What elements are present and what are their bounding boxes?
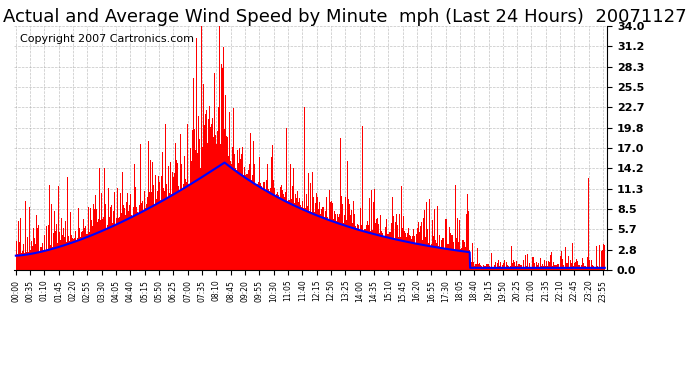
Text: Actual and Average Wind Speed by Minute  mph (Last 24 Hours)  20071127: Actual and Average Wind Speed by Minute … [3,8,687,26]
Text: Copyright 2007 Cartronics.com: Copyright 2007 Cartronics.com [20,34,194,44]
